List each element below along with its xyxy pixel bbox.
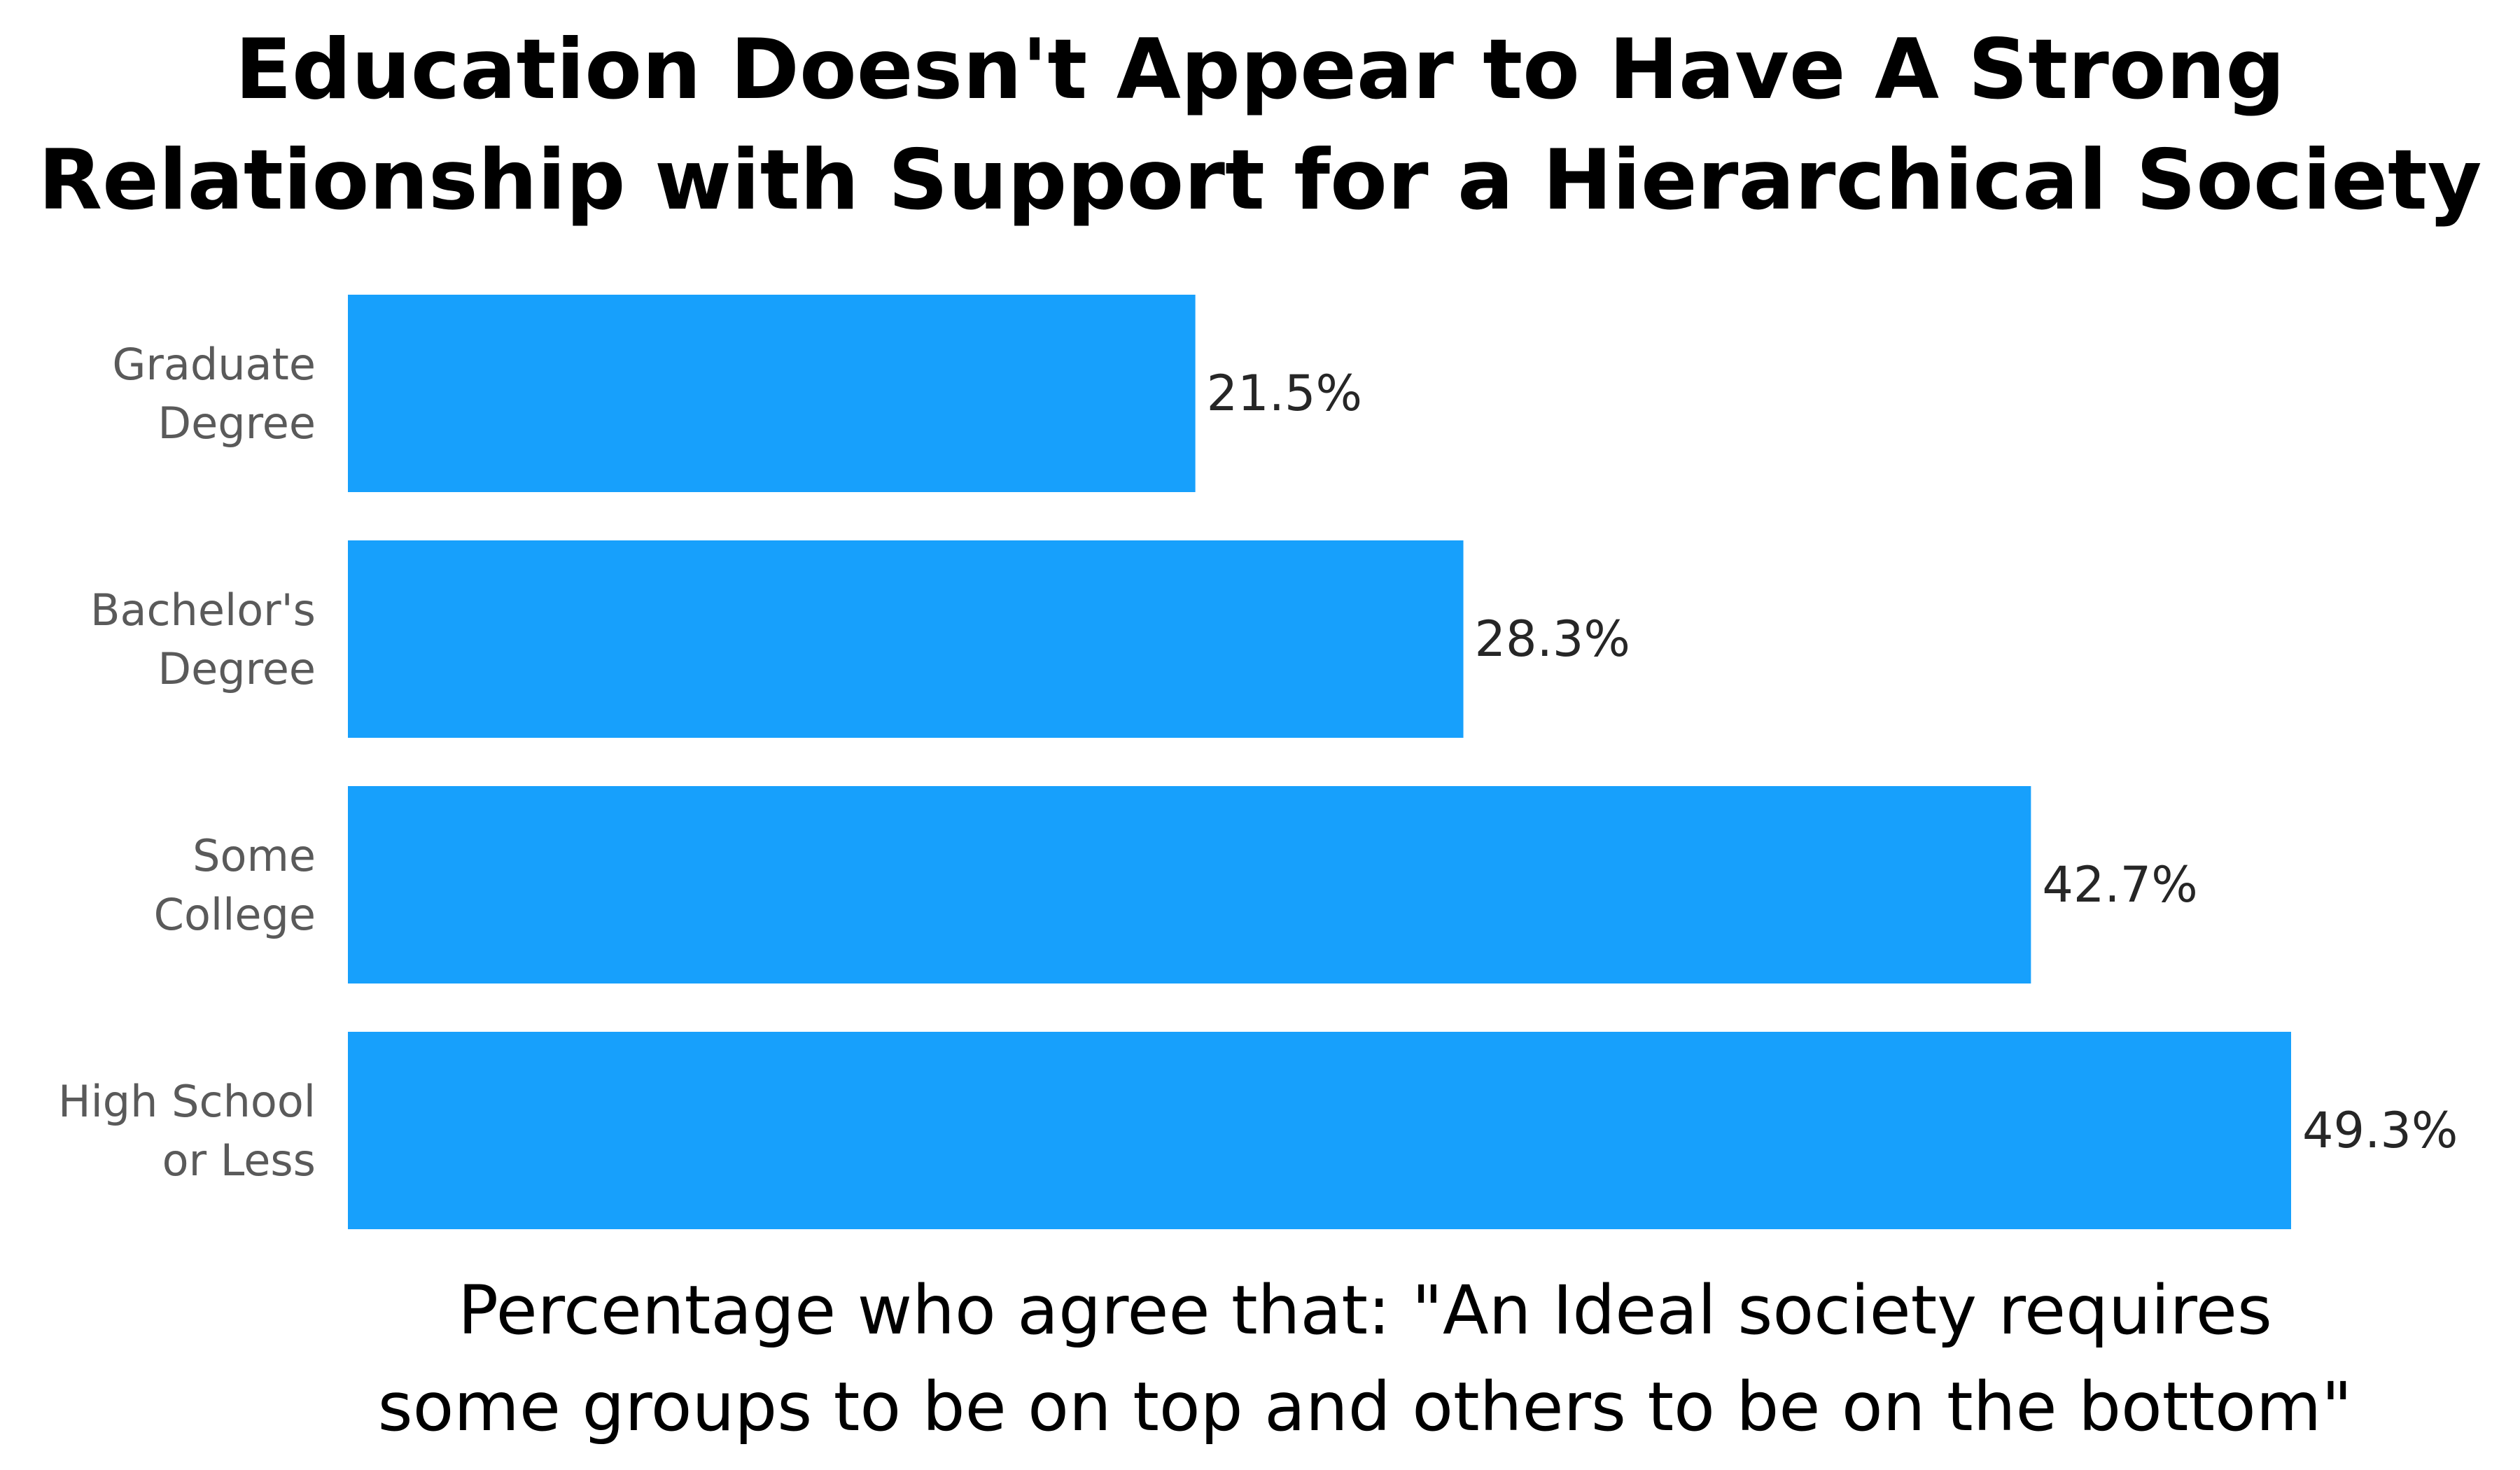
category-label: Bachelor's bbox=[90, 584, 316, 636]
x-axis-label: Percentage who agree that: "An Ideal soc… bbox=[378, 1271, 2353, 1446]
chart-title: Education Doesn't Appear to Have A Stron… bbox=[38, 22, 2482, 229]
category-label: Some bbox=[192, 830, 316, 881]
category-label: High School bbox=[58, 1076, 316, 1127]
bar bbox=[348, 540, 1464, 738]
bars-layer bbox=[348, 295, 2291, 1229]
x-axis-label-line-1: Percentage who agree that: "An Ideal soc… bbox=[458, 1271, 2272, 1350]
value-label: 21.5% bbox=[1207, 365, 1362, 422]
category-label: or Less bbox=[162, 1135, 316, 1186]
bar bbox=[348, 786, 2031, 983]
chart-title-line-2: Relationship with Support for a Hierarch… bbox=[38, 132, 2482, 229]
value-label: 42.7% bbox=[2042, 856, 2197, 913]
x-axis-label-line-2: some groups to be on top and others to b… bbox=[378, 1368, 2353, 1446]
category-label: Degree bbox=[158, 643, 316, 694]
value-label: 49.3% bbox=[2302, 1102, 2458, 1159]
category-labels: Graduate Degree Bachelor's Degree Some Colleg… bbox=[58, 339, 316, 1186]
chart-title-line-1: Education Doesn't Appear to Have A Stron… bbox=[235, 22, 2286, 118]
bar bbox=[348, 1032, 2291, 1229]
category-label: College bbox=[154, 889, 316, 940]
category-label: Degree bbox=[158, 398, 316, 449]
value-label: 28.3% bbox=[1475, 610, 1630, 668]
value-labels: 21.5% 28.3% 42.7% 49.3% bbox=[1207, 365, 2458, 1159]
category-label: Graduate bbox=[112, 339, 316, 390]
bar bbox=[348, 295, 1196, 492]
